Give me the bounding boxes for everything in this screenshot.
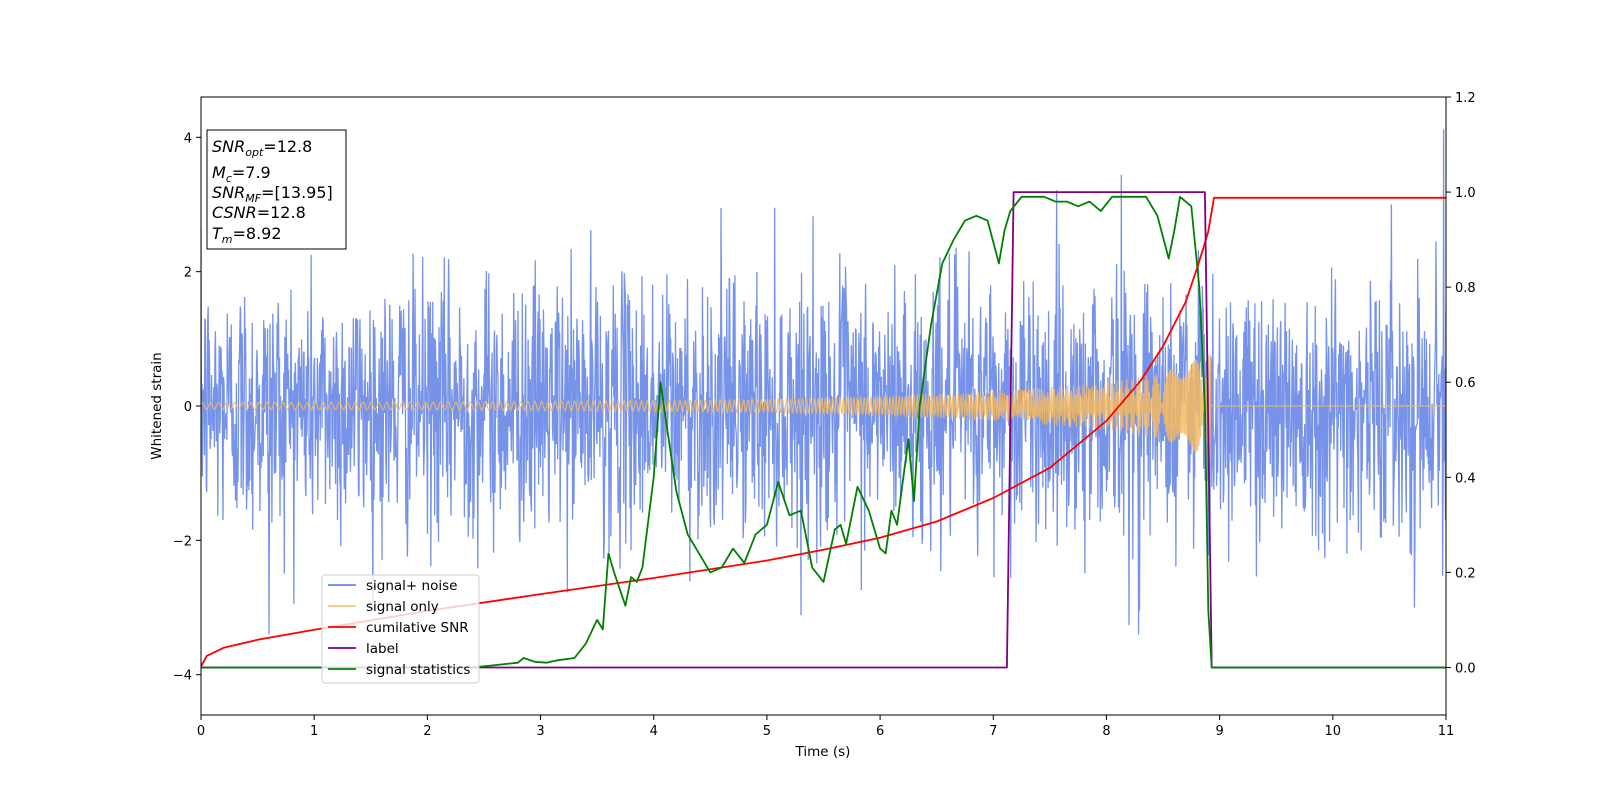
x-tick-label: 4 [650,724,658,739]
y-right-tick-label: 0.8 [1455,281,1476,296]
info-box-line: CSNR=12.8 [212,203,306,222]
x-axis-title: Time (s) [795,744,851,760]
y-left-tick-label: −2 [173,534,192,549]
legend-label: signal statistics [366,662,470,678]
y-right-tick-label: 0.4 [1455,471,1476,486]
legend: signal+ noise signal only cumilative SNR la… [321,574,480,684]
x-tick-label: 1 [310,724,318,739]
y-right-tick-label: 1.2 [1455,91,1476,106]
series-signal-noise-line [201,129,1446,635]
y-right-tick-label: 0.2 [1455,566,1476,581]
y-left-tick-label: 0 [184,400,192,415]
x-axis: 0 1 2 3 4 5 6 7 8 9 10 11 [197,715,1454,739]
x-tick-label: 11 [1438,724,1455,739]
legend-label: cumilative SNR [366,620,469,636]
x-tick-label: 2 [423,724,431,739]
y-left-tick-label: 4 [184,131,192,146]
x-tick-label: 8 [1102,724,1110,739]
legend-label: signal only [366,599,439,615]
y-right-tick-label: 0.0 [1455,661,1476,676]
info-box-line: Tm=8.92 [212,224,282,246]
x-tick-label: 7 [989,724,997,739]
series-signal-only-line [201,354,1446,459]
x-tick-label: 10 [1325,724,1342,739]
info-box-line: Mc=7.9 [212,163,271,185]
series-signal-statistics-line [201,195,1446,669]
y-right-tick-label: 1.0 [1455,186,1476,201]
x-tick-label: 3 [536,724,544,739]
legend-label: label [366,641,399,657]
y-axis-left: −4 −2 0 2 4 [173,131,201,684]
y-axis-title: Whitened strain [149,352,165,459]
x-tick-label: 9 [1215,724,1223,739]
info-box-line: SNRopt=12.8 [212,137,312,159]
y-axis-right: 0.0 0.2 0.4 0.6 0.8 1.0 1.2 [1446,91,1476,676]
y-right-tick-label: 0.6 [1455,376,1476,391]
legend-frame [321,574,480,684]
x-tick-label: 5 [763,724,771,739]
info-box-frame [206,129,347,250]
info-box-line: SNRMF=[13.95] [212,183,333,205]
y-left-tick-label: 2 [184,266,192,281]
x-tick-label: 6 [876,724,884,739]
legend-label: signal+ noise [366,578,457,594]
y-left-tick-label: −4 [173,669,192,684]
x-tick-label: 0 [197,724,205,739]
